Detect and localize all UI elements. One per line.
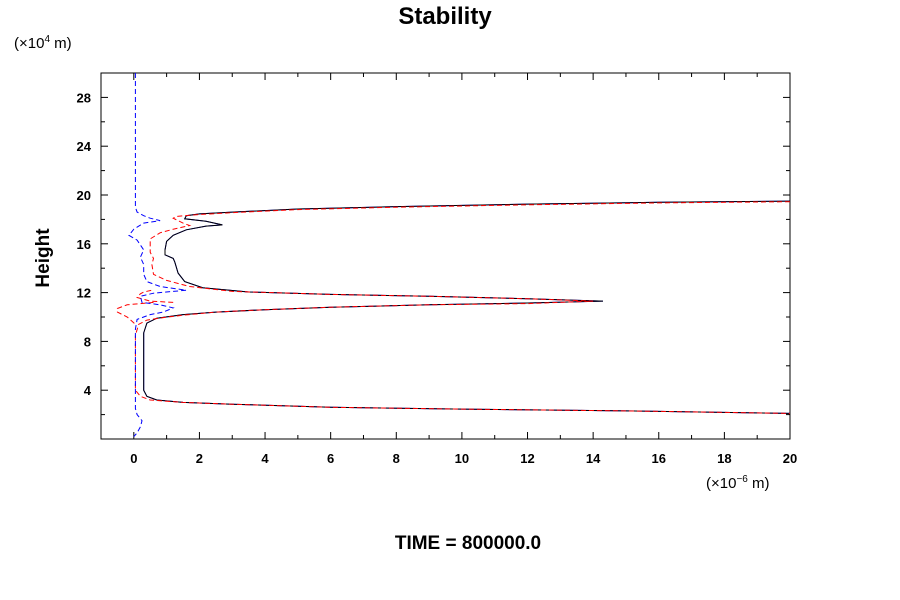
x-unit-label: (×10−6 m) xyxy=(706,474,770,492)
x-tick-label: 2 xyxy=(196,451,203,466)
x-unit-suffix: m) xyxy=(748,475,770,492)
series-line-2 xyxy=(143,200,791,414)
y-tick-label: 16 xyxy=(77,237,91,252)
x-tick-label: 10 xyxy=(455,451,469,466)
x-tick-label: 0 xyxy=(130,451,137,466)
y-tick-label: 8 xyxy=(84,334,91,349)
y-tick-label: 12 xyxy=(77,286,91,301)
y-tick-label: 28 xyxy=(77,90,91,105)
x-tick-label: 4 xyxy=(261,451,269,466)
y-unit-prefix: (×10 xyxy=(14,35,44,52)
y-unit-suffix: m) xyxy=(50,35,72,52)
x-tick-label: 6 xyxy=(327,451,334,466)
x-unit-exponent: −6 xyxy=(736,474,748,485)
series-line-6 xyxy=(128,73,187,437)
y-axis-label: Height xyxy=(33,228,54,288)
y-unit-label: (×104 m) xyxy=(14,34,72,52)
x-tick-label: 20 xyxy=(783,451,797,466)
x-tick-label: 18 xyxy=(717,451,731,466)
chart-title: Stability xyxy=(398,3,492,30)
axis-ticks xyxy=(100,73,791,439)
series-line-1 xyxy=(143,200,791,414)
series-group xyxy=(116,73,791,437)
y-tick-label: 4 xyxy=(84,383,92,398)
x-tick-label: 8 xyxy=(393,451,400,466)
y-unit-exponent: 4 xyxy=(44,34,50,45)
series-line-3 xyxy=(134,201,791,414)
y-tick-label: 20 xyxy=(77,188,91,203)
series-line-4 xyxy=(136,289,174,303)
x-tick-label: 16 xyxy=(652,451,666,466)
y-tick-label: 24 xyxy=(77,139,92,154)
x-tick-label: 14 xyxy=(586,451,601,466)
series-line-5 xyxy=(116,301,154,325)
time-label: TIME = 800000.0 xyxy=(395,533,541,554)
plot-frame xyxy=(100,72,791,440)
x-unit-prefix: (×10 xyxy=(706,475,736,492)
x-tick-label: 12 xyxy=(520,451,534,466)
